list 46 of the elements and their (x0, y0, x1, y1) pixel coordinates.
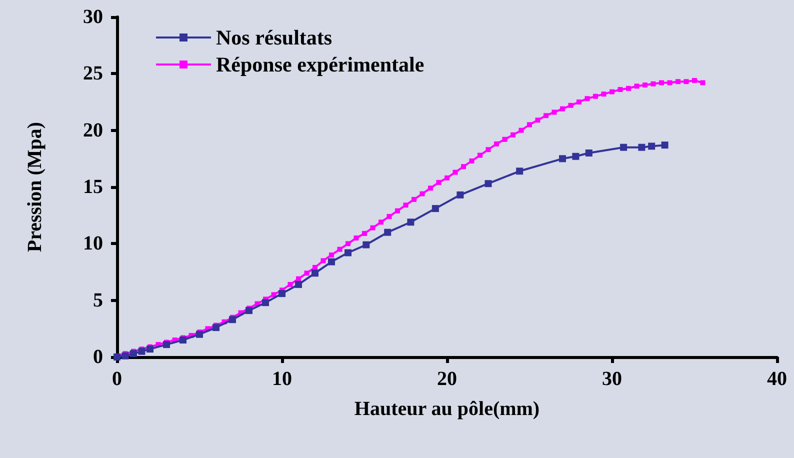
point (638, 144, 646, 151)
y-tick-label: 15 (83, 176, 103, 198)
point (362, 241, 370, 248)
y-tick-label: 30 (83, 6, 103, 28)
x-tick-label: 10 (272, 368, 292, 390)
point (146, 346, 154, 353)
point (295, 280, 302, 288)
legend-label: Réponse expérimentale (216, 52, 424, 76)
y-tick-label: 5 (93, 289, 103, 312)
point (163, 341, 170, 348)
point (407, 218, 414, 226)
point (344, 249, 352, 256)
y-tick-label: 0 (93, 346, 103, 368)
point (661, 142, 668, 149)
point (180, 336, 186, 344)
x-tick-label: 0 (112, 368, 122, 390)
point (572, 152, 580, 160)
point (246, 307, 252, 314)
point (484, 180, 492, 188)
point (432, 205, 439, 212)
y-tick-label: 20 (83, 119, 103, 142)
x-axis-title: Hauteur au pôle(mm) (354, 398, 540, 420)
point (648, 142, 656, 150)
point (278, 290, 286, 298)
point (328, 258, 335, 266)
point (196, 330, 203, 338)
point (384, 228, 392, 236)
x-tick-label: 20 (437, 368, 457, 390)
y-tick-label: 10 (83, 232, 103, 255)
x-tick-label: 40 (767, 368, 787, 390)
point (229, 316, 236, 324)
legend-label: Nos résultats (216, 26, 332, 50)
point (130, 350, 137, 358)
point (516, 168, 524, 175)
point (620, 144, 628, 151)
point (312, 270, 318, 277)
y-axis-title: Pression (Mpa) (24, 122, 46, 252)
point (122, 352, 129, 360)
point (559, 155, 566, 162)
x-tick-label: 30 (602, 368, 622, 390)
point (262, 299, 269, 306)
point (456, 191, 464, 198)
point (585, 150, 592, 156)
point (212, 324, 220, 332)
point (138, 348, 146, 355)
y-tick-label: 25 (83, 62, 103, 85)
